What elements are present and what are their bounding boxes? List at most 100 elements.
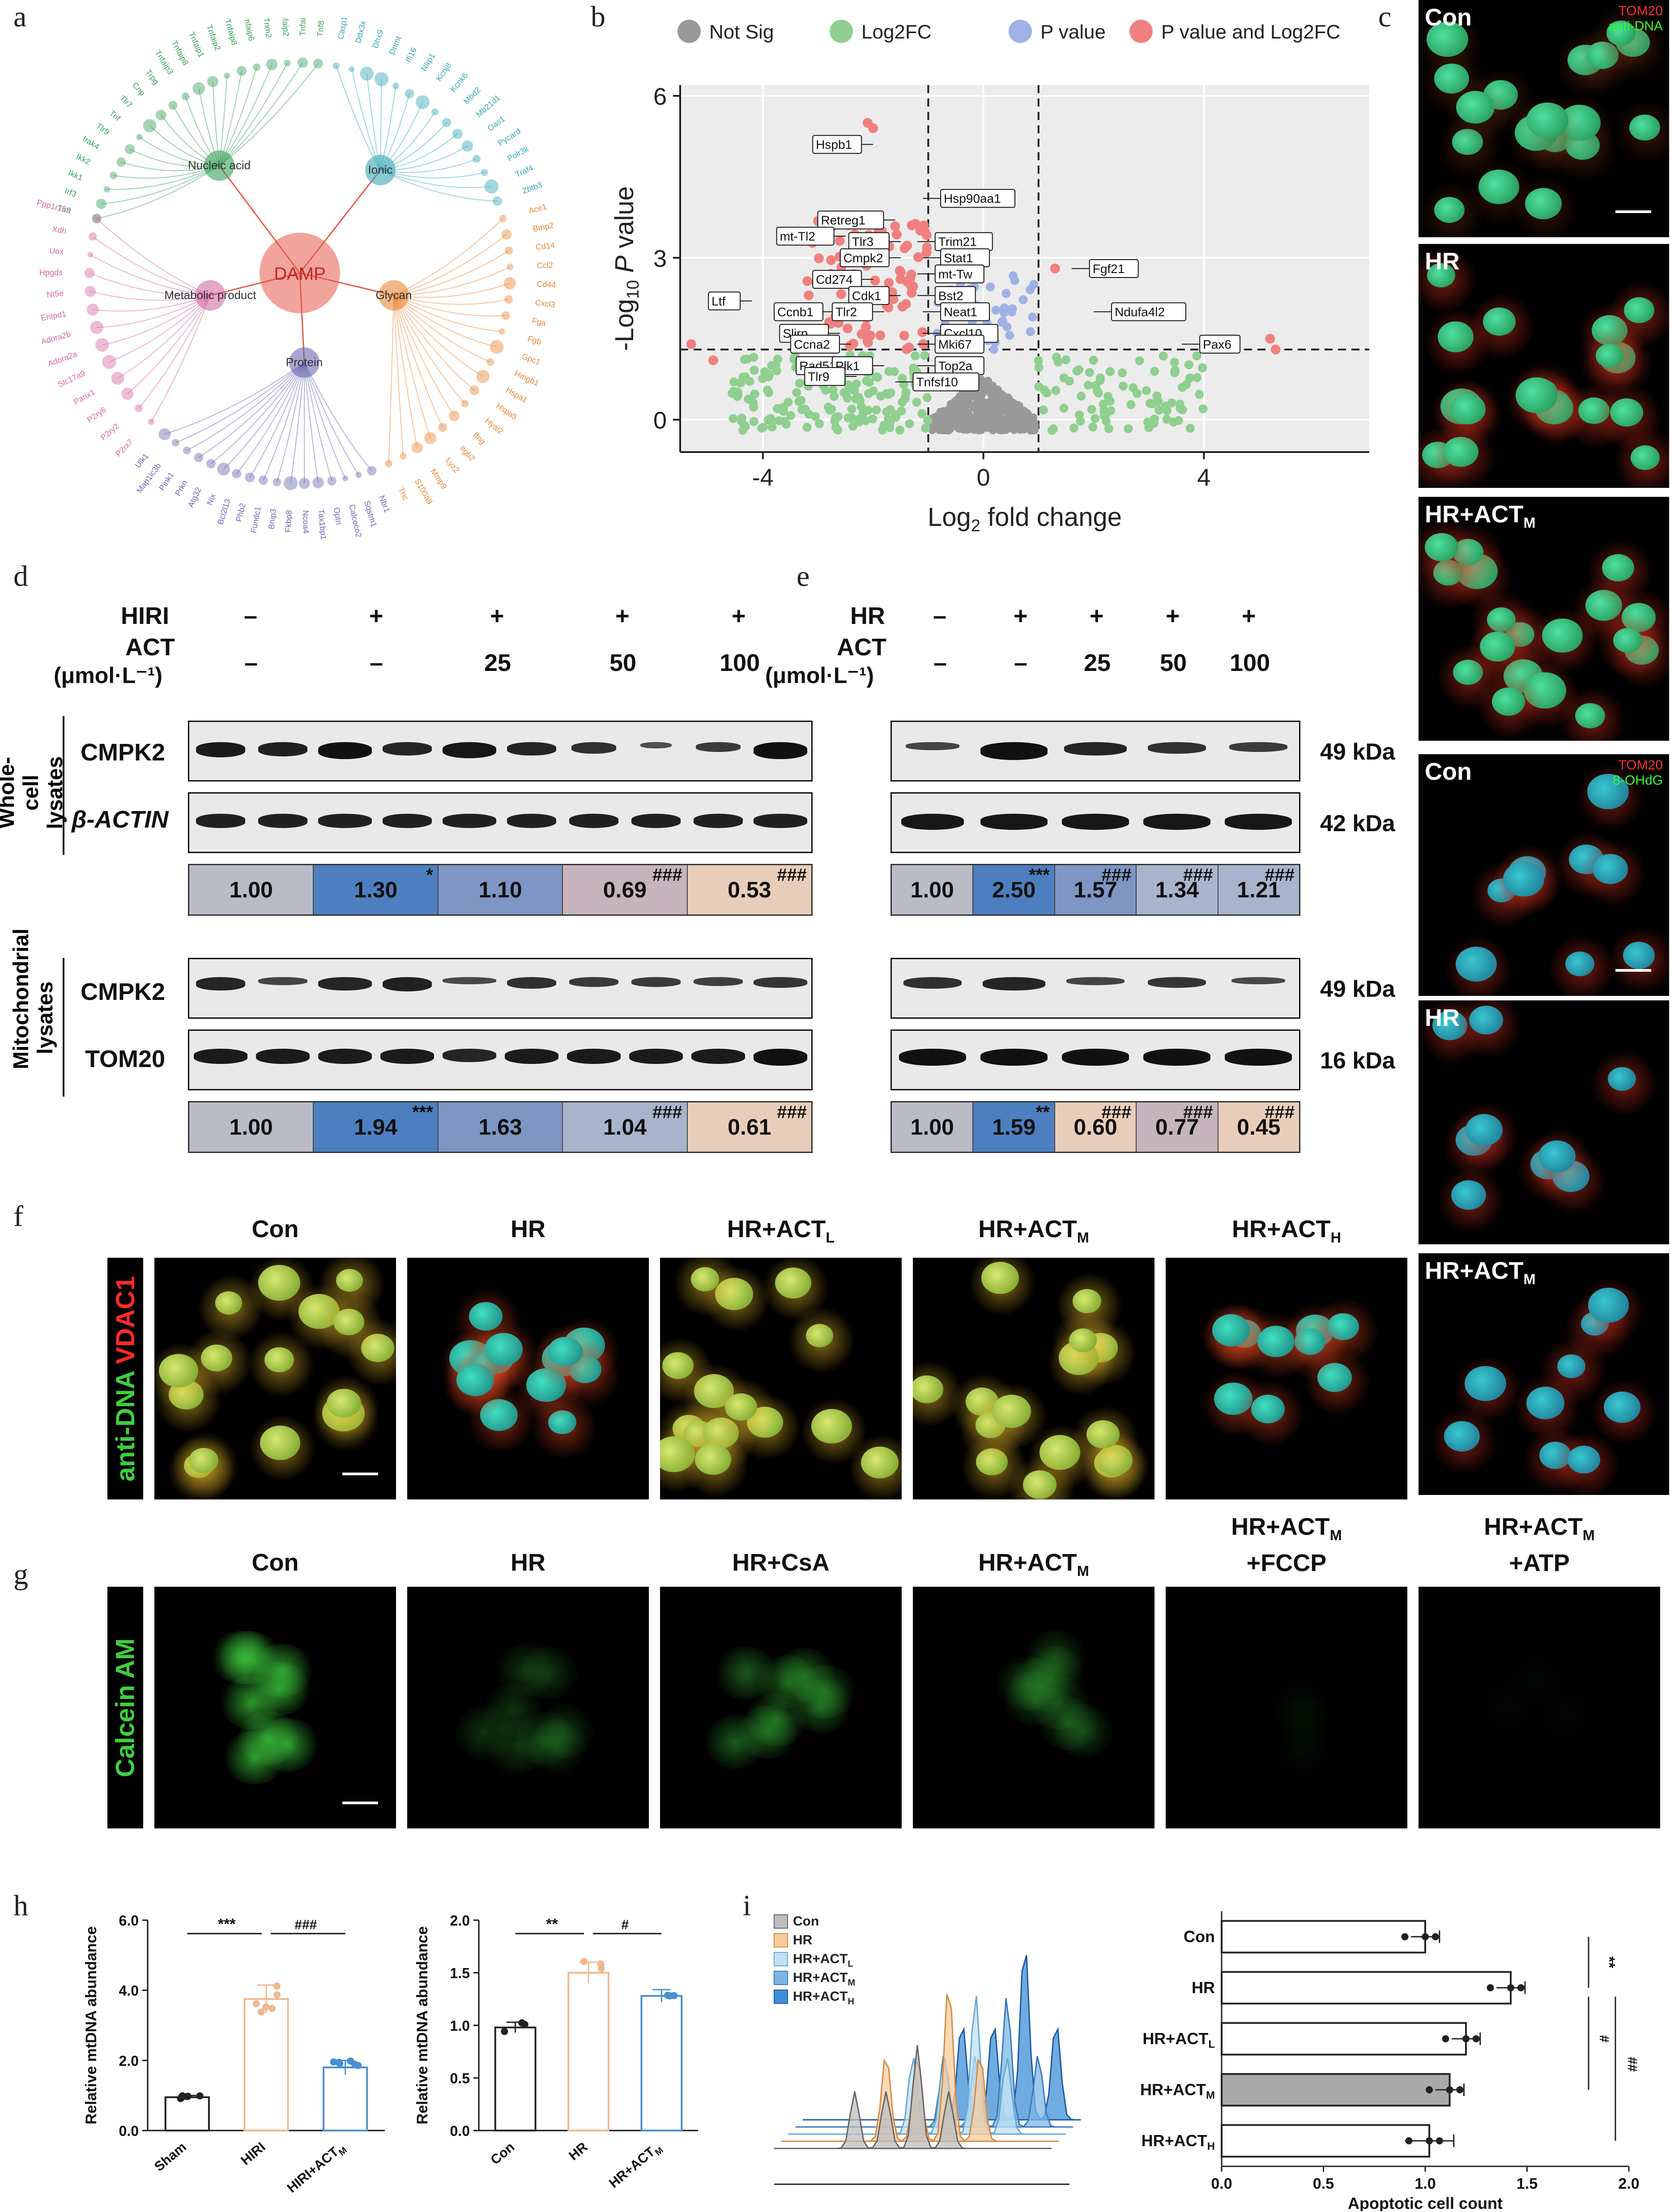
- calcein-cell: [703, 1715, 767, 1769]
- hist-legend-label: HR+ACTH: [793, 1989, 854, 2007]
- category-node-nucleic: [204, 150, 234, 181]
- gene-node: [259, 475, 268, 485]
- data-point: [262, 2003, 270, 2011]
- data-point: [196, 2092, 204, 2100]
- e-treatment-label: HR: [850, 602, 885, 629]
- g-header-extra: +ATP: [1509, 1549, 1570, 1576]
- act-dose: 100: [1230, 649, 1270, 676]
- c-micrograph-5: HR: [1419, 1000, 1669, 1244]
- blot-band: [753, 1049, 807, 1066]
- nucleus: [1631, 445, 1660, 470]
- category-label-ionic: Ionic: [368, 163, 393, 176]
- damp-branch-protein: [276, 362, 305, 483]
- point-sig: [915, 226, 925, 236]
- gene-label-box: [776, 226, 835, 246]
- gene-label: Tnfaip2: [280, 18, 291, 36]
- gene-label: S100a8: [413, 477, 435, 506]
- quant-value: 0.77 ###: [1137, 1102, 1218, 1152]
- point-log2fc: [1126, 400, 1136, 409]
- legend-marker: [1129, 20, 1153, 43]
- gene-node: [95, 338, 109, 352]
- gene-label: Cd44: [537, 279, 556, 289]
- point-log2fc: [1034, 363, 1044, 372]
- point-sig: [843, 323, 853, 333]
- nucleus: [1613, 628, 1642, 653]
- point-log2fc: [1089, 355, 1098, 365]
- blot-band: [196, 977, 245, 991]
- point-notsig: [991, 393, 1000, 402]
- data-point: [664, 1991, 672, 1999]
- gene-label-box: [934, 334, 984, 354]
- damp-branch-glycan: [393, 295, 475, 391]
- point-log2fc: [1154, 406, 1163, 415]
- data-point: [1431, 1933, 1439, 1940]
- whole-cell-group-label: Whole-cell lysates: [0, 756, 67, 829]
- d-blot-cmpk2-mito: [188, 958, 813, 1019]
- gene-label: Hpgds: [39, 268, 63, 277]
- data-point: [347, 2057, 354, 2065]
- damp-center-label: DAMP: [274, 264, 326, 284]
- hist-legend-label: HR: [793, 1933, 813, 1947]
- f-column-header: HR: [511, 1216, 545, 1243]
- nucleus: [1455, 946, 1497, 982]
- act-dose: 25: [484, 649, 511, 676]
- blot-band: [693, 977, 743, 986]
- point-log2fc: [1117, 368, 1127, 377]
- apoptosis-bar: [1221, 2124, 1431, 2158]
- blot-band: [693, 814, 743, 828]
- calcein-cell: [789, 1679, 852, 1734]
- category-label: HR: [1192, 1978, 1215, 1997]
- g-header-text: HR+CsA: [732, 1549, 830, 1576]
- y-axis-label: Relative mtDNA abundance: [414, 1926, 431, 2125]
- blot-band: [318, 742, 372, 759]
- nucleus: [327, 1388, 361, 1418]
- c-label-subscript: M: [1523, 514, 1536, 531]
- gene-label: Dnmt: [388, 35, 403, 56]
- calcein-cell: [756, 1655, 819, 1709]
- c-condition-label: HR: [1425, 248, 1460, 275]
- point-log2fc: [1198, 363, 1207, 372]
- gene-label: Bst2: [938, 289, 963, 303]
- category-subscript: L: [1208, 2038, 1215, 2050]
- significance-marker: ###: [1183, 1102, 1213, 1122]
- x-tick-label: 0: [977, 464, 990, 491]
- point-log2fc: [905, 419, 914, 428]
- point-log2fc: [833, 425, 843, 435]
- point-sig: [906, 269, 916, 280]
- gene-node: [332, 62, 340, 69]
- point-notsig: [977, 421, 986, 429]
- nucleus: [485, 1333, 523, 1366]
- point-pvalue: [989, 345, 999, 354]
- point-sig: [921, 248, 932, 258]
- legend-label: Log2FC: [861, 21, 932, 43]
- gene-label-box: [831, 302, 873, 321]
- nucleus: [1465, 1114, 1503, 1146]
- data-point: [1487, 1984, 1494, 1991]
- point-log2fc: [802, 423, 812, 432]
- x-tick-label: HR: [566, 2139, 591, 2163]
- point-log2fc: [745, 377, 754, 386]
- category-label-protein: Protein: [286, 355, 323, 369]
- g-header-subscript: M: [1582, 1527, 1595, 1543]
- point-sig: [907, 220, 917, 231]
- blot-band: [980, 742, 1048, 760]
- nucleus: [1538, 1140, 1576, 1173]
- nucleus: [1588, 1288, 1629, 1323]
- sig-marker: ***: [218, 1916, 236, 1933]
- panel-letter-c: c: [1378, 0, 1392, 33]
- category-subscript: M: [1206, 2089, 1215, 2101]
- category-label-glycan: Glycan: [376, 288, 412, 302]
- gene-label: P2ry2: [99, 422, 121, 442]
- calcein-cell: [453, 1706, 516, 1760]
- x-tick-label: 0.0: [1211, 2175, 1232, 2192]
- damp-branch-protein: [223, 362, 305, 470]
- h-bar-chart-2: 0.0 0.5 1.0 1.5 2.0 Relative mtDNA abundance C…: [414, 1913, 698, 2193]
- kda-label: 42 kDa: [1320, 811, 1395, 837]
- e-quant-whole: 1.00 2.50 *** 1.57 ### 1.34 ### 1.21 ###: [890, 864, 1300, 916]
- x-tick-label: Con: [488, 2139, 517, 2168]
- point-log2fc: [879, 421, 889, 430]
- data-point: [597, 1965, 605, 1973]
- gene-node: [297, 57, 308, 68]
- y-tick-label: 1.5: [450, 1965, 470, 1981]
- blot-band: [1229, 742, 1287, 752]
